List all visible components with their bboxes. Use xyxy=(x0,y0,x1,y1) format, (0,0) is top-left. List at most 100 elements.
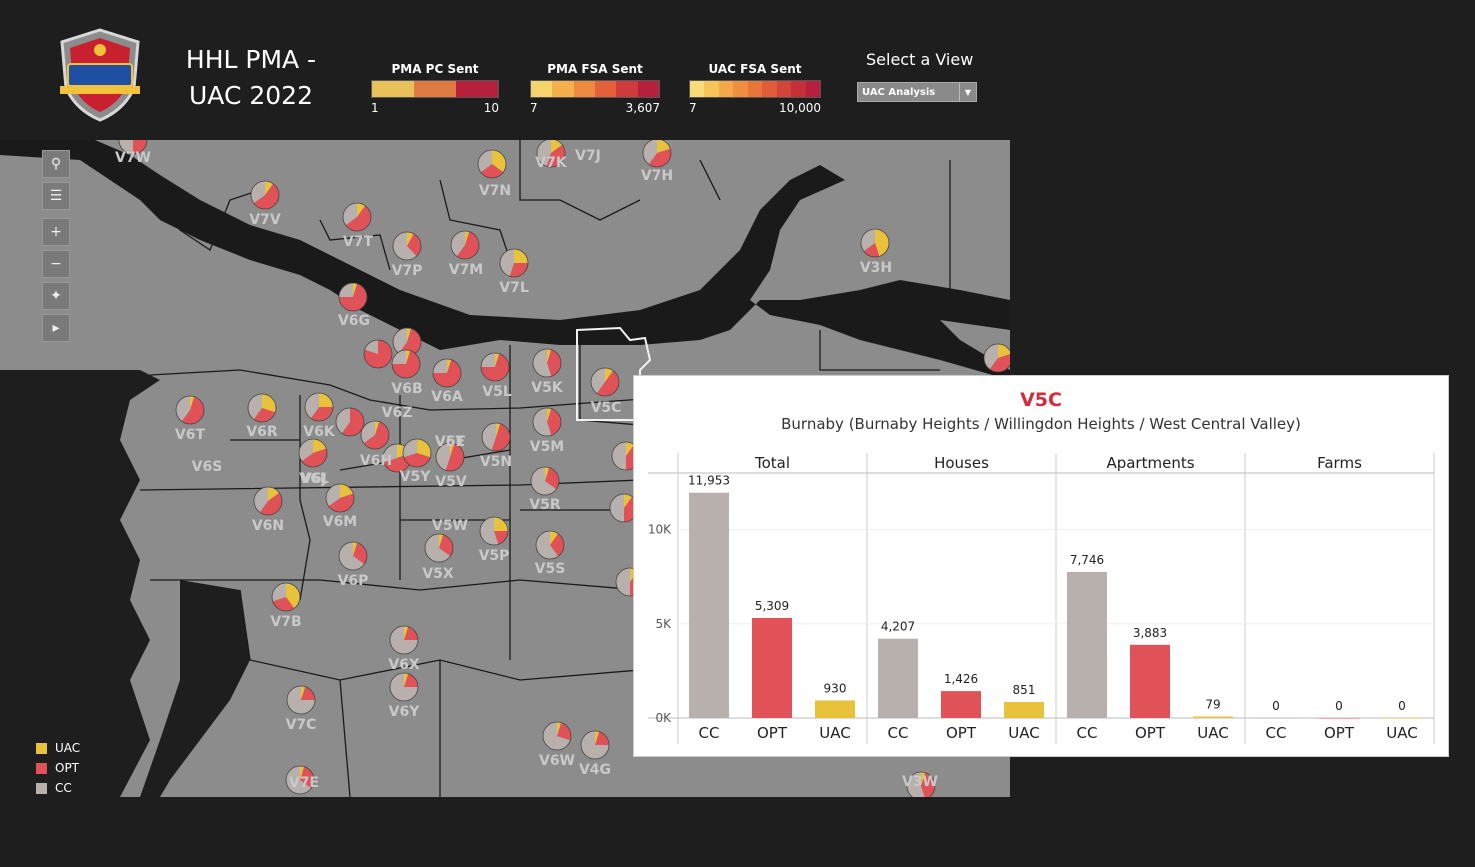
legend-item-label: OPT xyxy=(55,761,80,775)
fsa-pie[interactable] xyxy=(175,395,205,425)
fsa-pie[interactable] xyxy=(480,352,510,382)
zoom-in-icon[interactable]: + xyxy=(42,218,70,246)
fsa-pie[interactable] xyxy=(286,685,316,715)
view-selector-label: Select a View xyxy=(866,50,974,69)
fsa-pie[interactable] xyxy=(590,367,620,397)
fsa-pie[interactable] xyxy=(247,393,277,423)
fsa-pie[interactable] xyxy=(298,438,328,468)
fsa-pie[interactable] xyxy=(392,231,422,261)
pie-slice xyxy=(375,421,380,435)
fsa-pie[interactable] xyxy=(338,282,368,312)
fsa-pie[interactable] xyxy=(360,420,390,450)
fsa-pie[interactable] xyxy=(118,140,148,155)
bar-uac[interactable] xyxy=(1193,716,1233,718)
fsa-pie[interactable] xyxy=(285,765,315,795)
fsa-pie[interactable] xyxy=(389,672,419,702)
x-tick-label: OPT xyxy=(757,724,788,742)
pie-slice xyxy=(390,673,418,701)
fsa-pie[interactable] xyxy=(532,348,562,378)
legend-uac-fsa-sent: UAC FSA Sent 7 10,000 xyxy=(689,62,821,115)
fsa-pie[interactable] xyxy=(391,349,421,379)
fsa-pie[interactable] xyxy=(271,582,301,612)
legend-item-label: CC xyxy=(55,781,72,795)
fsa-label: V7E xyxy=(289,775,319,791)
fsa-pie[interactable] xyxy=(325,483,355,513)
reset-pin-icon[interactable]: ✦ xyxy=(42,282,70,310)
pie-slice xyxy=(301,448,327,467)
y-tick-label: 5K xyxy=(655,617,672,631)
fsa-pie[interactable] xyxy=(477,149,507,179)
fsa-pie[interactable] xyxy=(424,533,454,563)
bar-opt[interactable] xyxy=(752,617,792,718)
fsa-pie[interactable] xyxy=(335,407,365,437)
pie-slice xyxy=(336,408,350,434)
fsa-pie[interactable] xyxy=(392,327,422,357)
pie-slice xyxy=(907,772,925,797)
fsa-pie[interactable] xyxy=(481,422,511,452)
fsa-pie[interactable] xyxy=(542,721,572,751)
bar-opt[interactable] xyxy=(1130,644,1170,718)
fsa-label: V6A xyxy=(431,389,463,405)
fsa-pie[interactable] xyxy=(432,358,462,388)
pie-slice xyxy=(509,263,528,277)
fsa-label: V5L xyxy=(482,384,512,400)
bar-cc[interactable] xyxy=(878,638,918,718)
layers-icon[interactable]: ☰ xyxy=(42,182,70,210)
pie-slice xyxy=(287,686,315,714)
bar-uac[interactable] xyxy=(815,700,855,718)
fsa-label: V6G xyxy=(338,313,370,329)
fsa-pie[interactable] xyxy=(860,228,890,258)
fsa-pie[interactable] xyxy=(250,180,280,210)
fsa-pie[interactable] xyxy=(363,339,393,369)
bar-cc[interactable] xyxy=(1067,572,1107,718)
fsa-pie[interactable] xyxy=(536,140,566,168)
bar-uac[interactable] xyxy=(1004,701,1044,718)
fsa-label: V5W xyxy=(432,518,468,534)
fsa-pie[interactable] xyxy=(450,230,480,260)
legend-item-opt: OPT xyxy=(36,758,80,778)
pie-slice xyxy=(339,283,368,312)
legend-title: UAC FSA Sent xyxy=(708,62,802,76)
bar-cc[interactable] xyxy=(689,492,729,718)
fsa-pie[interactable] xyxy=(402,438,432,468)
fsa-pie[interactable] xyxy=(499,248,529,278)
fsa-pie[interactable] xyxy=(479,516,509,546)
bar-cc[interactable] xyxy=(1256,718,1296,719)
pie-slice xyxy=(265,181,274,195)
bar-uac[interactable] xyxy=(1382,718,1422,719)
bar-value-label: 930 xyxy=(824,681,847,695)
play-icon[interactable]: ▸ xyxy=(42,314,70,342)
pie-slice xyxy=(495,353,500,367)
pie-slice xyxy=(863,243,880,257)
bar-opt[interactable] xyxy=(1319,718,1359,719)
chevron-down-icon[interactable]: ▼ xyxy=(959,83,976,101)
fsa-label: V5M xyxy=(530,439,565,455)
pie-slice xyxy=(456,231,480,260)
fsa-pie[interactable] xyxy=(435,442,465,472)
fsa-pie[interactable] xyxy=(580,730,610,760)
fsa-pie[interactable] xyxy=(535,530,565,560)
fsa-pie[interactable] xyxy=(532,407,562,437)
fsa-pie[interactable] xyxy=(253,486,283,516)
pie-slice xyxy=(133,140,147,154)
pie-slice xyxy=(983,344,998,370)
search-icon[interactable]: ⚲ xyxy=(42,150,70,178)
fsa-pie[interactable] xyxy=(983,343,1010,373)
pie-slice xyxy=(262,394,276,413)
fsa-pie[interactable] xyxy=(530,466,560,496)
pie-slice xyxy=(398,328,421,356)
bar-opt[interactable] xyxy=(941,691,981,718)
fsa-pie[interactable] xyxy=(338,541,368,571)
fsa-pie[interactable] xyxy=(642,140,672,168)
bar-value-label: 5,309 xyxy=(755,599,789,613)
legend-pma-pc-sent: PMA PC Sent 1 10 xyxy=(371,62,499,115)
zoom-out-icon[interactable]: − xyxy=(42,250,70,278)
fsa-pie[interactable] xyxy=(304,392,334,422)
pie-slice xyxy=(481,353,495,367)
pie-slice xyxy=(494,531,508,545)
pie-slice xyxy=(616,568,630,596)
view-selector-dropdown[interactable]: UAC Analysis ▼ xyxy=(857,82,977,102)
fsa-pie[interactable] xyxy=(342,202,372,232)
fsa-pie[interactable] xyxy=(906,771,936,797)
fsa-pie[interactable] xyxy=(389,625,419,655)
